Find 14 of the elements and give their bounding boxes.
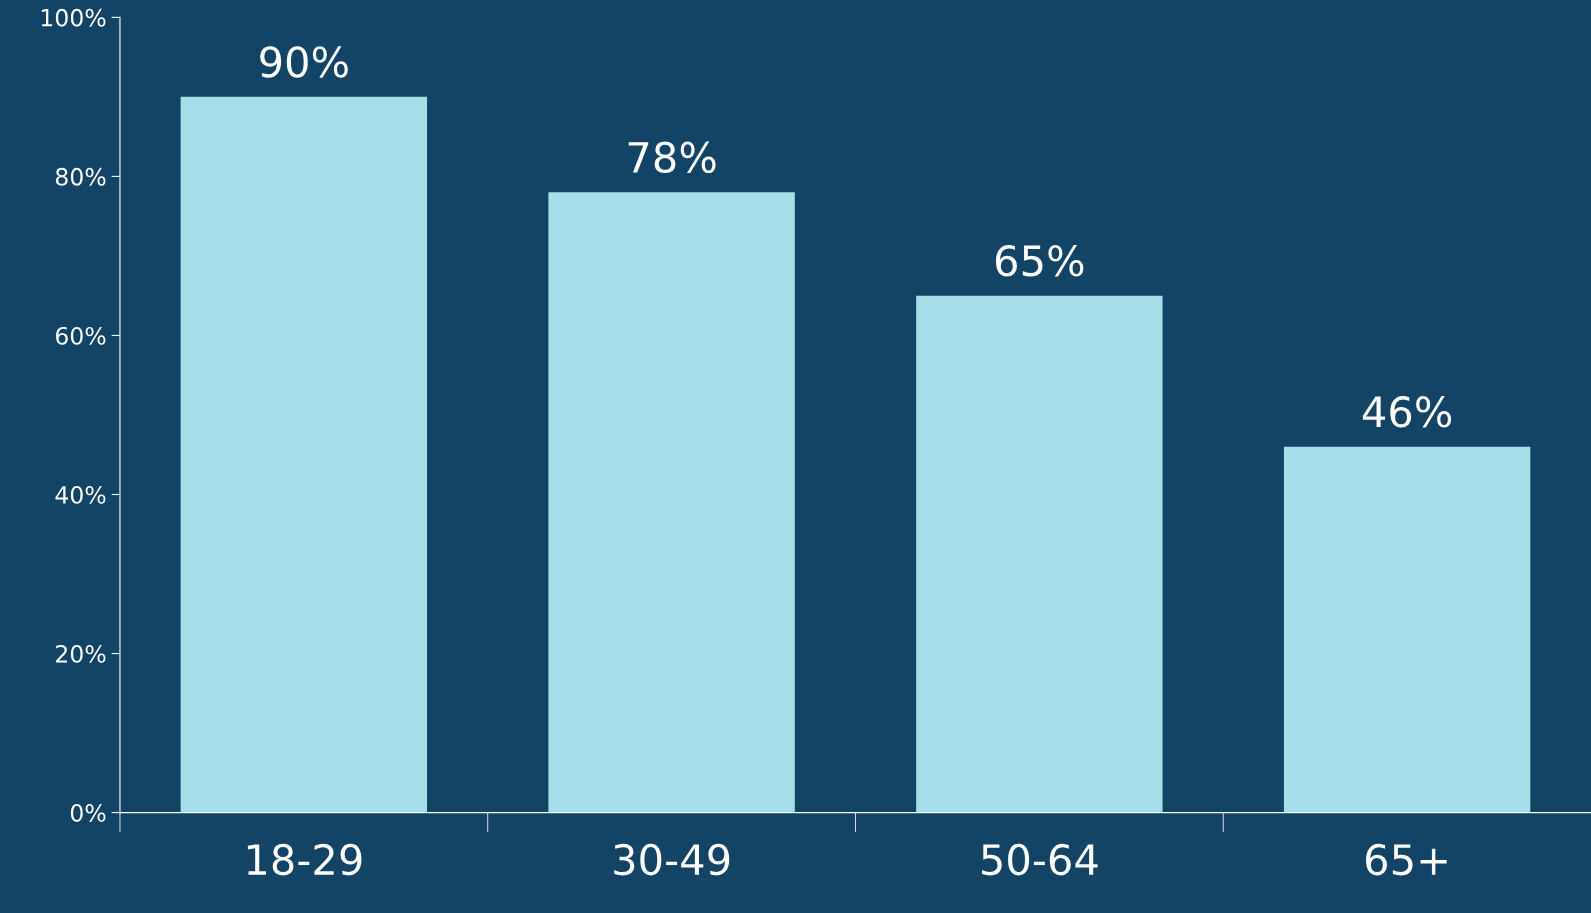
y-tick-label: 0% xyxy=(70,804,106,822)
x-tick-label: 18-29 xyxy=(247,843,362,876)
y-tick-label: 100% xyxy=(41,8,106,27)
data-label: 46% xyxy=(1362,396,1452,428)
x-tick-label: 50-64 xyxy=(982,843,1098,876)
y-tick-label: 40% xyxy=(55,485,106,504)
x-tick-label: 30-49 xyxy=(614,843,730,876)
y-tick-label: 60% xyxy=(55,326,106,345)
y-tick-label: 80% xyxy=(55,167,106,186)
data-label: 65% xyxy=(995,244,1084,277)
y-tick-label: 20% xyxy=(56,644,106,663)
data-label: 90% xyxy=(260,46,348,78)
data-label: 78% xyxy=(628,141,716,174)
x-tick-label: 65+ xyxy=(1366,843,1447,876)
